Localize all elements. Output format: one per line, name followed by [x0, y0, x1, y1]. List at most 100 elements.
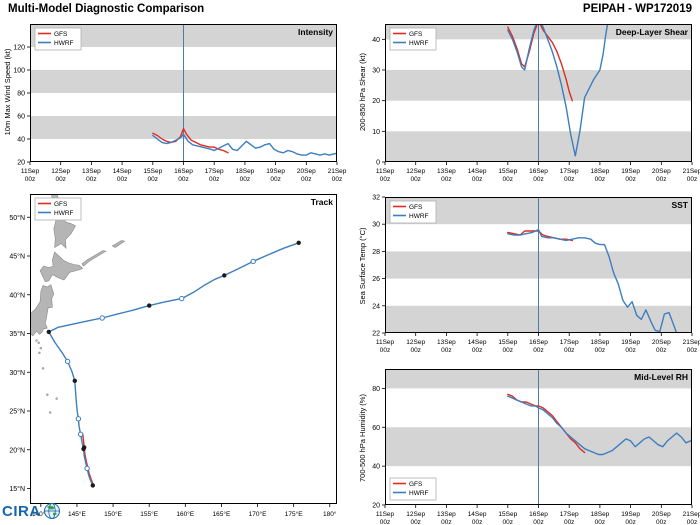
svg-text:00z: 00z — [117, 176, 127, 183]
sst-chart: 22242628303211Sep00z12Sep00z13Sep00z14Se… — [372, 195, 700, 355]
svg-text:20Sep: 20Sep — [297, 168, 316, 175]
svg-text:14Sep: 14Sep — [468, 511, 487, 518]
svg-text:20: 20 — [372, 98, 380, 105]
svg-text:00z: 00z — [380, 176, 390, 183]
svg-text:00z: 00z — [533, 347, 543, 354]
svg-text:35°N: 35°N — [9, 330, 25, 338]
svg-text:20°N: 20°N — [9, 446, 25, 454]
svg-text:21Sep: 21Sep — [683, 339, 700, 346]
track-filled-marker — [72, 378, 78, 383]
svg-text:145°E: 145°E — [68, 510, 86, 518]
svg-text:11Sep: 11Sep — [21, 168, 40, 175]
svg-text:00z: 00z — [625, 347, 635, 354]
svg-text:80: 80 — [17, 91, 25, 98]
svg-text:00z: 00z — [332, 176, 342, 183]
intensity-gfs-line — [152, 127, 229, 154]
shear-gfs-line — [507, 24, 574, 102]
svg-text:00z: 00z — [301, 176, 311, 183]
svg-text:14Sep: 14Sep — [468, 339, 487, 346]
track-gfs-line — [82, 433, 95, 486]
svg-text:12Sep: 12Sep — [406, 511, 425, 518]
svg-text:14Sep: 14Sep — [113, 168, 132, 175]
svg-text:160°E: 160°E — [176, 510, 194, 518]
svg-text:21Sep: 21Sep — [683, 168, 700, 175]
svg-text:00z: 00z — [148, 176, 158, 183]
svg-text:13Sep: 13Sep — [437, 339, 456, 346]
svg-text:00z: 00z — [472, 347, 482, 354]
land-polygon — [81, 250, 107, 267]
svg-text:100: 100 — [13, 68, 25, 75]
svg-text:22: 22 — [372, 331, 380, 338]
svg-text:13Sep: 13Sep — [82, 168, 101, 175]
svg-text:40: 40 — [372, 464, 380, 471]
svg-text:0: 0 — [376, 160, 380, 167]
svg-text:15Sep: 15Sep — [143, 168, 162, 175]
svg-text:180°: 180° — [323, 510, 337, 518]
svg-text:155°E: 155°E — [140, 510, 158, 518]
svg-text:40: 40 — [372, 37, 380, 44]
svg-text:30°N: 30°N — [9, 369, 25, 377]
svg-text:00z: 00z — [55, 176, 65, 183]
svg-text:120: 120 — [13, 45, 25, 52]
rh-hwrf-line — [507, 395, 692, 456]
svg-text:40: 40 — [17, 137, 25, 144]
svg-text:00z: 00z — [625, 519, 635, 525]
svg-text:00z: 00z — [503, 347, 513, 354]
svg-text:00z: 00z — [564, 519, 574, 525]
svg-text:19Sep: 19Sep — [621, 339, 640, 346]
svg-text:00z: 00z — [503, 176, 513, 183]
svg-text:14Sep: 14Sep — [468, 168, 487, 175]
svg-text:20: 20 — [17, 160, 25, 167]
svg-text:00z: 00z — [240, 176, 250, 183]
svg-text:00z: 00z — [472, 519, 482, 525]
svg-text:00z: 00z — [503, 519, 513, 525]
svg-text:00z: 00z — [595, 519, 605, 525]
svg-text:15°N: 15°N — [9, 485, 25, 493]
svg-text:60: 60 — [17, 114, 25, 121]
svg-text:00z: 00z — [86, 176, 96, 183]
svg-text:15Sep: 15Sep — [498, 168, 517, 175]
svg-text:16Sep: 16Sep — [529, 511, 548, 518]
svg-text:25°N: 25°N — [9, 408, 25, 416]
svg-text:GFS: GFS — [409, 31, 423, 38]
svg-text:18Sep: 18Sep — [591, 511, 610, 518]
sst-panel-title: SST — [671, 200, 688, 210]
page-title: Multi-Model Diagnostic Comparison — [8, 3, 205, 15]
svg-text:00z: 00z — [380, 519, 390, 525]
cira-logo-text: CIRA — [2, 502, 41, 520]
svg-text:HWRF: HWRF — [409, 40, 429, 47]
svg-text:20Sep: 20Sep — [652, 168, 671, 175]
svg-text:18Sep: 18Sep — [236, 168, 255, 175]
svg-text:13Sep: 13Sep — [437, 511, 456, 518]
svg-text:00z: 00z — [25, 176, 35, 183]
svg-text:GFS: GFS — [409, 204, 423, 211]
track-panel-title: Track — [311, 197, 333, 207]
svg-text:00z: 00z — [441, 519, 451, 525]
svg-text:GFS: GFS — [54, 31, 68, 38]
svg-text:20Sep: 20Sep — [652, 339, 671, 346]
svg-text:16Sep: 16Sep — [529, 339, 548, 346]
svg-text:15Sep: 15Sep — [498, 511, 517, 518]
mid-level-rh-chart: 2040608011Sep00z12Sep00z13Sep00z14Sep00z… — [372, 369, 700, 525]
svg-text:15Sep: 15Sep — [498, 339, 517, 346]
svg-text:17Sep: 17Sep — [560, 339, 579, 346]
svg-text:00z: 00z — [687, 347, 697, 354]
svg-text:00z: 00z — [533, 176, 543, 183]
svg-text:16Sep: 16Sep — [174, 168, 193, 175]
svg-text:20: 20 — [372, 503, 380, 510]
svg-text:13Sep: 13Sep — [437, 168, 456, 175]
svg-text:150°E: 150°E — [104, 510, 122, 518]
svg-text:GFS: GFS — [54, 201, 68, 208]
svg-text:80: 80 — [372, 386, 380, 393]
svg-text:20Sep: 20Sep — [652, 511, 671, 518]
sst-hwrf-line — [507, 228, 678, 333]
svg-text:00z: 00z — [656, 519, 666, 525]
track-open-marker — [84, 465, 90, 472]
svg-text:00z: 00z — [687, 176, 697, 183]
svg-text:17Sep: 17Sep — [560, 511, 579, 518]
svg-text:21Sep: 21Sep — [683, 511, 700, 518]
svg-text:00z: 00z — [410, 176, 420, 183]
svg-text:12Sep: 12Sep — [406, 168, 425, 175]
shear-hwrf-line — [507, 24, 609, 157]
